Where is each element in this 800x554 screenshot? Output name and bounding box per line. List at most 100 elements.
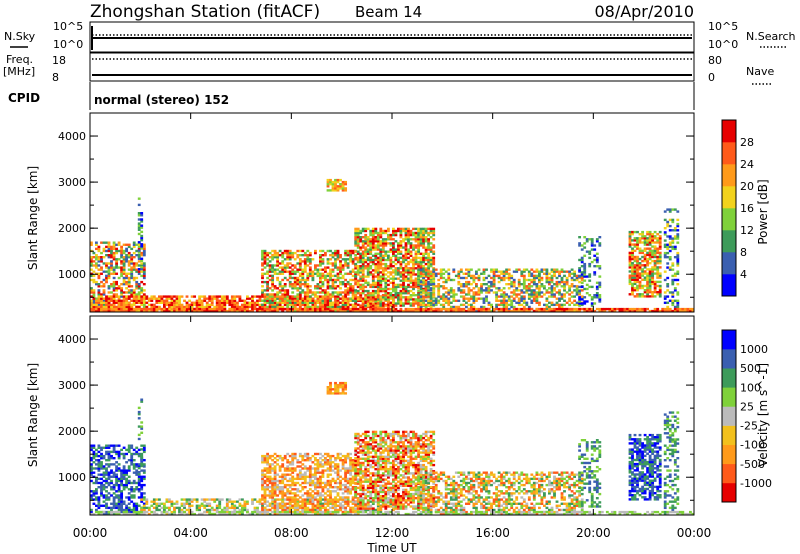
heatmap-cell <box>376 252 380 255</box>
heatmap-cell <box>130 307 134 311</box>
heatmap-cell <box>402 281 405 284</box>
heatmap-cell <box>671 208 675 211</box>
heatmap-cell <box>427 248 431 251</box>
heatmap-cell <box>97 289 101 292</box>
heatmap-cell <box>152 305 156 309</box>
heatmap-cell <box>465 305 468 309</box>
heatmap-cell <box>135 243 139 246</box>
heatmap-cell <box>646 307 650 311</box>
heatmap-cell <box>97 498 101 501</box>
heatmap-cell <box>319 262 322 265</box>
heatmap-cell <box>198 305 202 309</box>
heatmap-cell <box>497 276 501 280</box>
heatmap-cell <box>638 309 642 313</box>
heatmap-cell <box>92 494 96 497</box>
heatmap-cell <box>419 258 423 262</box>
heatmap-cell <box>112 506 116 510</box>
heatmap-cell <box>590 302 594 305</box>
heatmap-cell <box>593 254 597 257</box>
heatmap-cell <box>298 287 302 290</box>
heatmap-cell <box>573 272 577 275</box>
heatmap-cell <box>470 303 473 307</box>
heatmap-cell <box>135 446 139 449</box>
heatmap-cell <box>366 283 370 287</box>
heatmap-cell <box>422 260 426 264</box>
heatmap-cell <box>379 236 383 239</box>
heatmap-cell <box>135 254 139 257</box>
heatmap-cell <box>628 282 632 286</box>
heatmap-cell <box>593 248 597 251</box>
heatmap-cell <box>658 291 662 294</box>
heatmap-cell <box>641 264 645 267</box>
heatmap-cell <box>389 309 393 313</box>
heatmap-cell <box>326 258 330 261</box>
heatmap-cell <box>132 467 136 470</box>
heatmap-cell <box>429 287 433 290</box>
heatmap-cell <box>326 307 330 311</box>
heatmap-cell <box>573 274 577 278</box>
heatmap-cell <box>628 255 632 259</box>
heatmap-cell <box>205 301 209 304</box>
heatmap-cell <box>208 295 212 298</box>
heatmap-cell <box>432 244 436 247</box>
heatmap-cell <box>568 287 572 290</box>
heatmap-cell <box>588 307 592 311</box>
heatmap-cell <box>140 498 144 501</box>
heatmap-cell <box>427 295 431 298</box>
heatmap-cell <box>522 274 526 278</box>
heatmap-cell <box>578 298 582 301</box>
heatmap-cell <box>646 284 650 288</box>
heatmap-cell <box>530 299 534 302</box>
heatmap-cell <box>122 270 126 273</box>
heatmap-cell <box>397 267 400 270</box>
heatmap-cell <box>527 272 531 275</box>
heatmap-cell <box>359 252 363 255</box>
heatmap-cell <box>560 305 564 309</box>
heatmap-cell <box>278 295 282 298</box>
heatmap-cell <box>150 307 154 311</box>
heatmap-cell <box>344 309 348 313</box>
heatmap-cell <box>651 255 655 259</box>
heatmap-cell <box>379 283 383 287</box>
heatmap-cell <box>379 285 383 289</box>
heatmap-cell <box>112 299 116 302</box>
heatmap-cell <box>387 227 390 231</box>
heatmap-cell <box>578 285 582 289</box>
heatmap-cell <box>651 251 655 255</box>
heatmap-cell <box>422 295 426 298</box>
heatmap-cell <box>465 272 468 275</box>
heatmap-cell <box>623 307 627 311</box>
heatmap-cell <box>522 278 526 282</box>
heatmap-cell <box>631 255 634 259</box>
heatmap-cell <box>140 230 144 234</box>
heatmap-cell <box>376 246 380 249</box>
heatmap-cell <box>379 305 383 309</box>
heatmap-cell <box>671 274 675 278</box>
heatmap-cell <box>110 479 113 483</box>
heatmap-cell <box>631 233 634 236</box>
heatmap-cell <box>656 307 660 311</box>
heatmap-cell <box>97 303 101 307</box>
heatmap-cell <box>583 254 587 257</box>
heatmap-cell <box>296 301 300 304</box>
heatmap-cell <box>115 477 119 481</box>
heatmap-cell <box>130 258 134 261</box>
heatmap-cell <box>653 284 657 288</box>
heatmap-cell <box>530 278 534 282</box>
heatmap-cell <box>127 295 131 298</box>
heatmap-cell <box>593 265 597 268</box>
heatmap-cell <box>497 274 501 278</box>
heatmap-cell <box>668 224 672 228</box>
heatmap-cell <box>95 247 98 251</box>
heatmap-cell <box>314 285 317 288</box>
heatmap-cell <box>550 285 554 288</box>
heatmap-cell <box>344 285 348 288</box>
heatmap-cell <box>374 281 378 284</box>
heatmap-cell <box>130 299 134 302</box>
heatmap-cell <box>120 254 124 257</box>
heatmap-cell <box>402 238 405 241</box>
heatmap-cell <box>387 242 390 245</box>
heatmap-cell <box>492 283 496 286</box>
noise-right-tick-low: 10^0 <box>708 38 738 51</box>
heatmap-cell <box>402 292 405 295</box>
